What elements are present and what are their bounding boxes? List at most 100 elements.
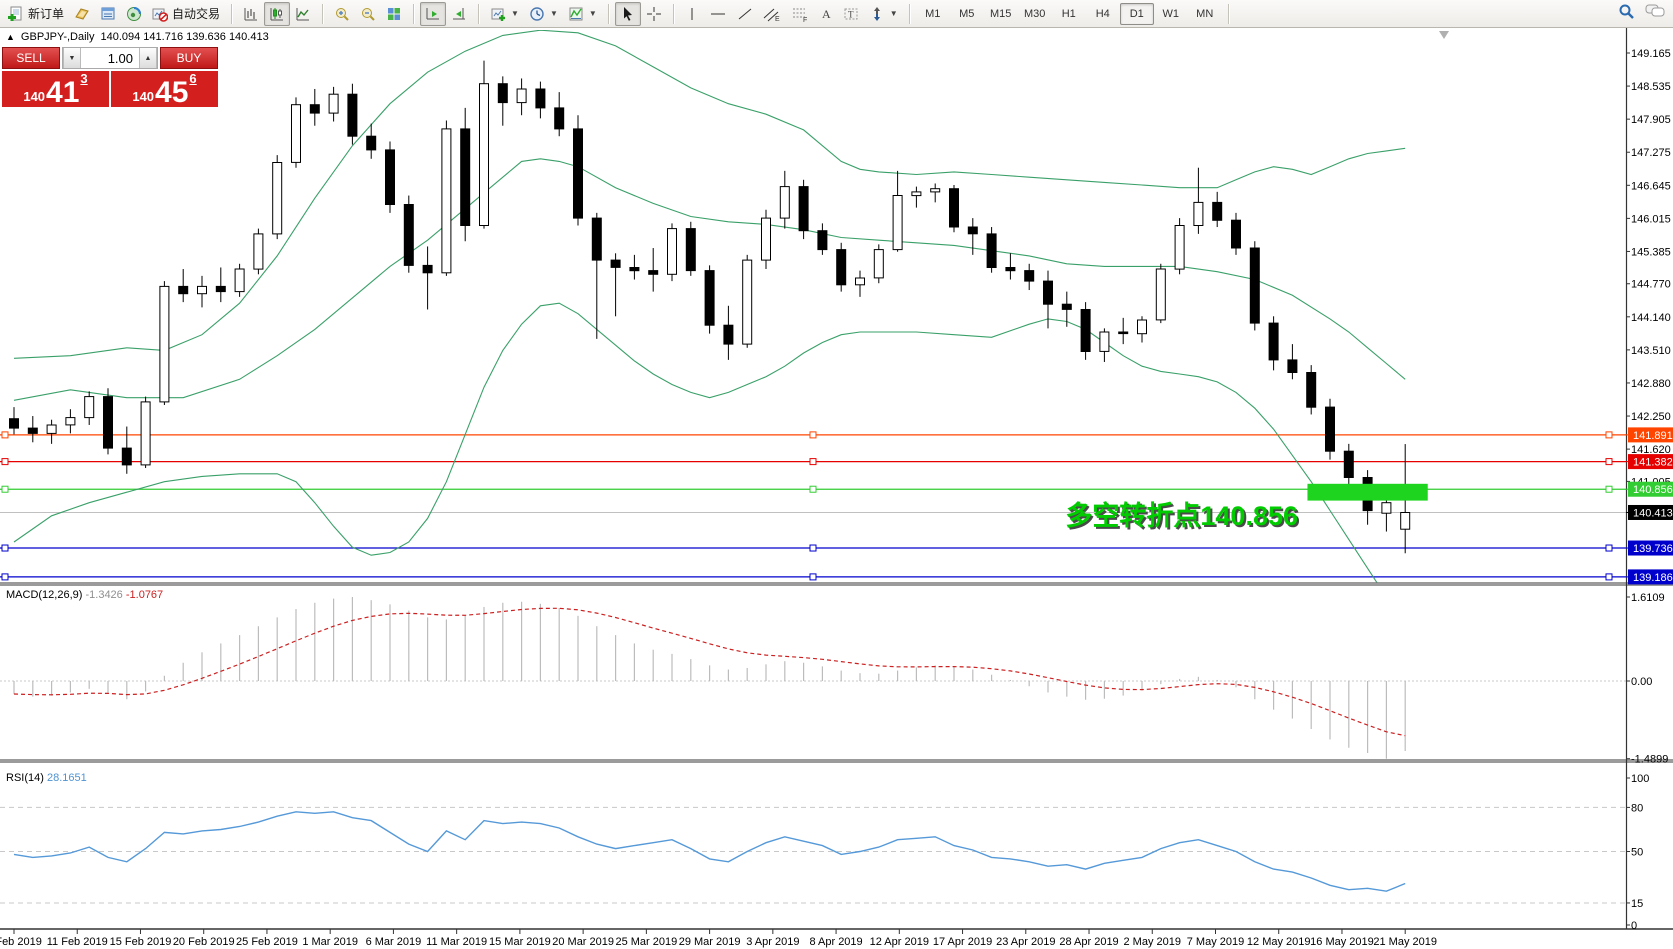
buy-button[interactable]: BUY — [160, 47, 218, 69]
svg-text:142.250: 142.250 — [1631, 411, 1671, 423]
svg-text:140.856: 140.856 — [1633, 484, 1673, 496]
svg-text:3 Apr 2019: 3 Apr 2019 — [746, 936, 799, 948]
toolbar-separator — [908, 3, 910, 24]
autotrading-icon — [152, 6, 169, 22]
svg-text:100: 100 — [1631, 773, 1649, 785]
indicators-button[interactable]: ▼ — [563, 2, 602, 26]
sell-price-quote[interactable]: 140 41 3 — [2, 71, 109, 107]
autotrading-button[interactable]: 自动交易 — [147, 2, 225, 26]
svg-text:12 Apr 2019: 12 Apr 2019 — [870, 936, 929, 948]
signals-button[interactable] — [121, 2, 147, 26]
svg-text:25 Feb 2019: 25 Feb 2019 — [236, 936, 298, 948]
chart-title: ▲ GBPJPY-,Daily 140.094 141.716 139.636 … — [6, 31, 269, 43]
crosshair-icon — [646, 6, 662, 22]
svg-text:80: 80 — [1631, 802, 1643, 814]
candlestick-chart-button[interactable] — [264, 1, 291, 26]
rsi-name: RSI(14) — [6, 772, 44, 784]
svg-text:139.186: 139.186 — [1633, 572, 1673, 584]
chart-shift-icon — [451, 6, 467, 22]
volume-increase-button[interactable]: ▲ — [139, 48, 157, 68]
data-window-button[interactable] — [95, 2, 121, 26]
chevron-down-icon: ▼ — [511, 9, 519, 18]
line-chart-button[interactable] — [290, 2, 316, 26]
svg-text:8 Apr 2019: 8 Apr 2019 — [809, 936, 862, 948]
svg-text:140.413: 140.413 — [1633, 507, 1673, 519]
svg-text:1.6109: 1.6109 — [1631, 592, 1665, 604]
chat-icon[interactable] — [1645, 3, 1665, 24]
new-chart-button[interactable]: ▼ — [485, 2, 524, 26]
arrows-icon — [869, 6, 885, 22]
buy-price-quote[interactable]: 140 45 6 — [111, 71, 218, 107]
zoom-out-button[interactable] — [355, 2, 381, 26]
svg-text:20 Feb 2019: 20 Feb 2019 — [173, 936, 235, 948]
arrows-button[interactable]: ▼ — [864, 2, 903, 26]
chart-shift-button[interactable] — [446, 2, 472, 26]
toolbar: 新订单 自动交易 — [0, 0, 1673, 28]
svg-text:12 May 2019: 12 May 2019 — [1247, 936, 1311, 948]
macd-main-value: -1.3426 — [85, 589, 123, 601]
volume-input[interactable] — [81, 48, 139, 68]
chevron-down-icon: ▼ — [889, 9, 898, 18]
buy-price-figure: 140 — [132, 89, 155, 104]
clock-icon — [529, 6, 545, 22]
ohlc-values: 140.094 141.716 139.636 140.413 — [100, 31, 269, 43]
text-button[interactable]: A — [814, 2, 838, 26]
new-chart-icon — [490, 6, 506, 22]
search-icon[interactable] — [1618, 3, 1635, 25]
svg-text:15 Mar 2019: 15 Mar 2019 — [489, 936, 551, 948]
navigator-icon — [74, 6, 90, 22]
tab-timeframe-m15[interactable]: M15 — [990, 7, 1012, 20]
svg-text:T: T — [848, 9, 854, 19]
vertical-line-button[interactable] — [680, 2, 704, 26]
svg-text:17 Apr 2019: 17 Apr 2019 — [933, 936, 992, 948]
svg-text:141.620: 141.620 — [1631, 444, 1671, 456]
svg-text:146.645: 146.645 — [1631, 180, 1671, 192]
svg-text:16 May 2019: 16 May 2019 — [1310, 936, 1374, 948]
svg-text:147.275: 147.275 — [1631, 147, 1671, 159]
collapse-panel-icon[interactable]: ▲ — [6, 32, 15, 42]
tab-timeframe-m30[interactable]: M30 — [1024, 7, 1046, 20]
svg-text:15 Feb 2019: 15 Feb 2019 — [110, 936, 172, 948]
tile-windows-icon — [386, 6, 402, 22]
channel-button[interactable]: E — [758, 2, 786, 26]
new-order-button[interactable]: 新订单 — [3, 2, 69, 26]
svg-text:11 Mar 2019: 11 Mar 2019 — [426, 936, 487, 948]
tile-windows-button[interactable] — [381, 2, 407, 26]
svg-text:29 Mar 2019: 29 Mar 2019 — [679, 936, 741, 948]
tab-timeframe-d1[interactable]: D1 — [1119, 2, 1154, 25]
macd-name: MACD(12,26,9) — [6, 589, 83, 601]
cursor-button[interactable] — [614, 1, 641, 26]
timeframe-group: M1 M5 M15 M30 H1 H4 D1 W1 MN — [913, 0, 1225, 28]
navigator-button[interactable] — [69, 2, 95, 26]
zoom-in-button[interactable] — [329, 2, 355, 26]
sell-price-pips: 41 — [46, 75, 80, 109]
tab-timeframe-m1[interactable]: M1 — [925, 7, 941, 20]
sell-price-figure: 140 — [23, 89, 46, 104]
tab-timeframe-m5[interactable]: M5 — [959, 7, 975, 20]
svg-text:0.00: 0.00 — [1631, 676, 1652, 688]
bar-chart-button[interactable] — [238, 2, 264, 26]
svg-text:2 May 2019: 2 May 2019 — [1124, 936, 1181, 948]
auto-scroll-button[interactable] — [420, 1, 447, 26]
cursor-icon — [620, 6, 636, 22]
periods-button[interactable]: ▼ — [524, 2, 563, 26]
tab-timeframe-h4[interactable]: H4 — [1095, 7, 1110, 20]
text-icon: A — [819, 6, 833, 22]
tab-timeframe-h1[interactable]: H1 — [1061, 7, 1076, 20]
crosshair-button[interactable] — [641, 2, 667, 26]
svg-text:6 Mar 2019: 6 Mar 2019 — [366, 936, 422, 948]
svg-text:0: 0 — [1631, 920, 1637, 932]
tab-timeframe-w1[interactable]: W1 — [1162, 7, 1179, 20]
tab-timeframe-mn[interactable]: MN — [1196, 7, 1214, 20]
sell-price-point: 3 — [80, 71, 88, 86]
volume-decrease-button[interactable]: ▼ — [63, 48, 81, 68]
svg-text:23 Apr 2019: 23 Apr 2019 — [996, 936, 1055, 948]
trendline-button[interactable] — [732, 2, 758, 26]
horizontal-line-button[interactable] — [704, 2, 732, 26]
sell-button[interactable]: SELL — [2, 47, 60, 69]
toolbar-separator — [672, 3, 674, 24]
fibonacci-button[interactable]: F — [786, 2, 814, 26]
text-label-button[interactable]: T — [838, 2, 864, 26]
svg-text:28 Apr 2019: 28 Apr 2019 — [1059, 936, 1118, 948]
